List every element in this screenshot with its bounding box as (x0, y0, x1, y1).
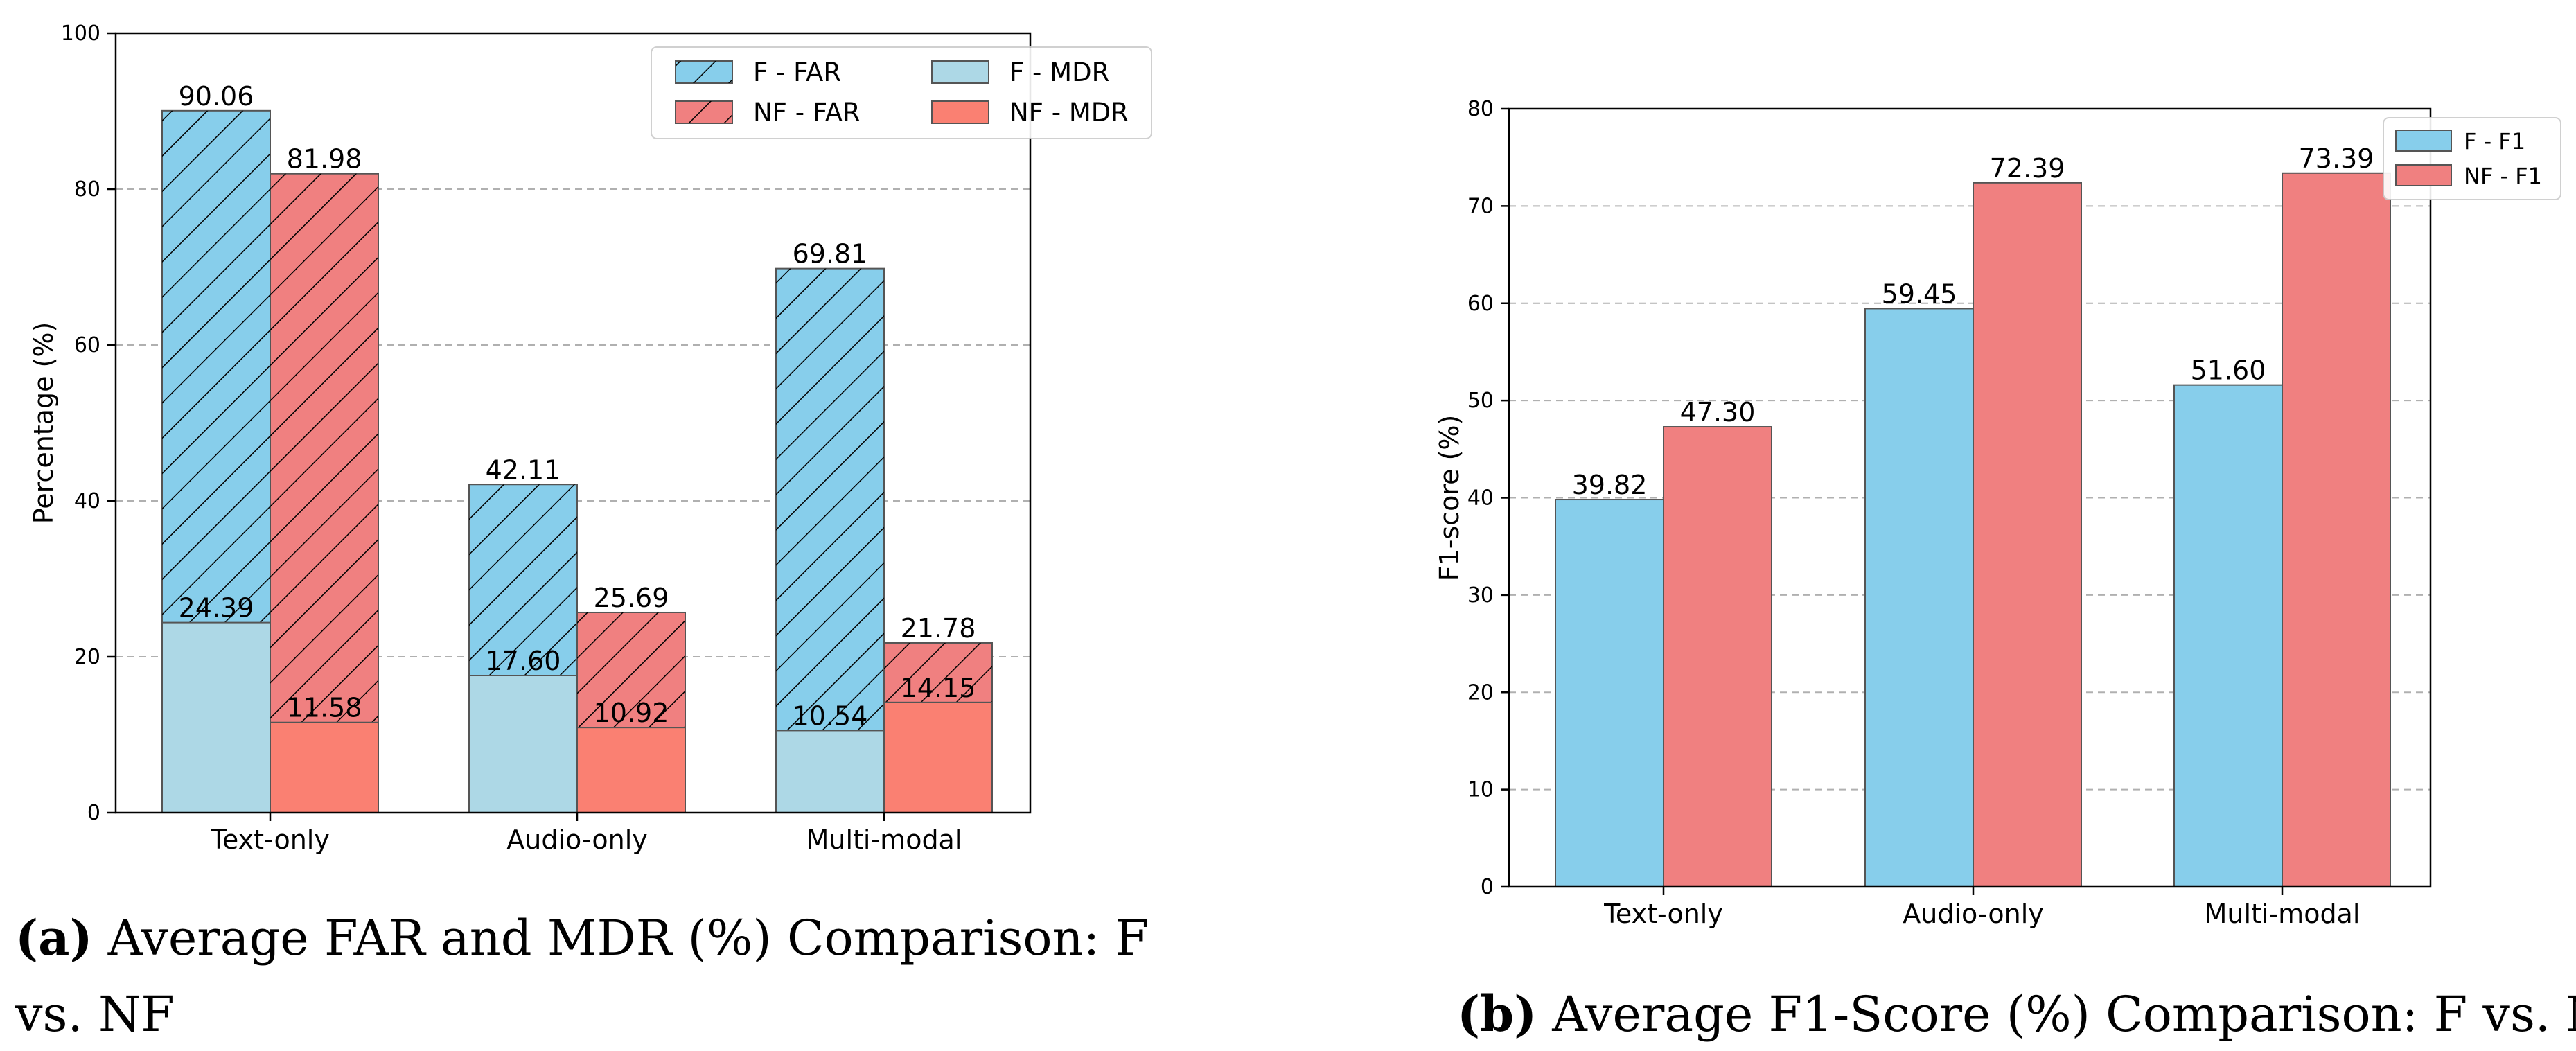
caption-a-line1: (a) Average FAR and MDR (%) Comparison: F (15, 909, 1149, 966)
x-tick-label: Audio-only (1903, 899, 2044, 929)
x-tick-label: Text-only (1603, 899, 1723, 929)
bar-f-f1 (2173, 384, 2283, 887)
data-label-f1: 72.39 (1990, 153, 2065, 184)
legend-label: NF - MDR (1009, 98, 1129, 127)
bar-f-mdr (775, 730, 885, 814)
y-tick-label: 0 (87, 801, 100, 825)
caption-a-text: Average FAR and MDR (%) Comparison: F (107, 910, 1149, 966)
bar-f-mdr (161, 621, 271, 813)
legend-label: F - F1 (2464, 128, 2525, 154)
plot-frame (114, 32, 1032, 814)
legend-swatch-hatch (676, 61, 732, 83)
data-label-mdr: 11.58 (287, 693, 362, 723)
bar-hatch (776, 268, 884, 813)
legend-label: NF - F1 (2464, 163, 2542, 189)
data-label-mdr: 10.92 (594, 698, 669, 728)
x-tick-label: Multi-modal (806, 824, 962, 855)
bar-f-f1 (1555, 499, 1664, 887)
data-label-far: 69.81 (793, 239, 868, 270)
caption-b-line1: (b) Average F1-Score (%) Comparison: F vs… (1457, 985, 2576, 1043)
data-label-mdr: 24.39 (179, 593, 254, 624)
data-label-f1: 47.30 (1680, 397, 1756, 427)
legend-swatch (2395, 164, 2452, 186)
data-label-mdr: 10.54 (793, 700, 868, 731)
bar-nf-f1 (1973, 182, 2082, 887)
legend-swatch (931, 60, 989, 84)
y-tick-label: 60 (1467, 292, 1494, 316)
legend-swatch (931, 100, 989, 124)
bar-nf-mdr (270, 721, 379, 813)
y-tick-label: 50 (1467, 389, 1494, 413)
data-label-mdr: 17.60 (486, 646, 561, 676)
y-tick-label: 70 (1467, 194, 1494, 218)
bar-f-f1 (1864, 308, 1974, 887)
legend-b: F - F1 NF - F1 (2383, 117, 2561, 200)
data-label-f1: 59.45 (1882, 279, 1957, 309)
caption-a-line2: vs. NF (15, 986, 175, 1043)
legend-frame (651, 46, 1152, 139)
y-tick-label: 40 (1467, 486, 1494, 511)
y-tick-label: 100 (61, 21, 100, 46)
y-tick-label: 60 (74, 333, 100, 357)
y-tick-label: 0 (1481, 875, 1494, 899)
y-tick-label: 30 (1467, 583, 1494, 608)
data-label-f1: 73.39 (2299, 143, 2374, 174)
legend-label: F - MDR (1009, 58, 1109, 87)
y-tick-label: 80 (74, 177, 100, 202)
chart-b: 0 10 20 30 40 50 60 70 80 39.82 47.30 Text-only 59.4… (1434, 97, 2561, 929)
y-tick-label: 80 (1467, 97, 1494, 121)
bar-hatch (270, 173, 378, 813)
data-label-far: 25.69 (594, 583, 669, 613)
bar-nf-mdr (883, 701, 993, 813)
data-label-f1: 39.82 (1572, 470, 1648, 500)
caption-b-text: Average F1-Score (%) Comparison: F vs. N… (1551, 986, 2576, 1043)
legend-label: NF - FAR (753, 98, 861, 127)
x-tick-label: Audio-only (506, 824, 648, 855)
chart-a: 0 20 40 60 80 100 90.06 24.39 81.98 11.58 Text-onl… (28, 21, 1152, 855)
y-axis-label: F1-score (%) (1434, 415, 1465, 581)
bar-nf-f1 (1663, 426, 1772, 887)
caption-b-label: (b) (1457, 985, 1537, 1043)
y-axis-label: Percentage (%) (28, 322, 59, 524)
legend-swatch-hatch (676, 101, 732, 123)
legend-swatch (2395, 130, 2452, 152)
y-tick-label: 20 (74, 645, 100, 669)
data-label-far: 81.98 (287, 144, 362, 175)
y-tick-label: 10 (1467, 778, 1494, 802)
x-tick-label: Multi-modal (2205, 899, 2361, 929)
y-tick-label: 20 (1467, 680, 1494, 705)
x-tick-label: Text-only (210, 824, 330, 855)
data-label-far: 42.11 (486, 454, 561, 485)
y-tick-label: 40 (74, 489, 100, 513)
captions: (a) Average FAR and MDR (%) Comparison: F… (15, 909, 2576, 1043)
legend-a: F - FAR NF - FAR F - MDR NF - MDR (651, 46, 1152, 139)
data-label-far: 90.06 (179, 81, 254, 112)
legend-label: F - FAR (753, 58, 841, 87)
data-label-mdr: 14.15 (901, 673, 976, 703)
bar-nf-f1 (2282, 172, 2391, 888)
data-label-far: 21.78 (901, 613, 976, 644)
plot-frame (1508, 107, 2432, 888)
caption-a-label: (a) (15, 909, 93, 966)
bar-nf-mdr (576, 727, 686, 814)
data-label-f1: 51.60 (2191, 355, 2266, 386)
bar-f-mdr (468, 675, 578, 813)
